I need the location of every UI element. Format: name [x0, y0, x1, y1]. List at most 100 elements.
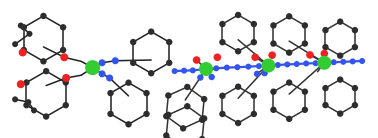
Circle shape [60, 53, 68, 61]
Circle shape [107, 90, 114, 96]
Circle shape [337, 52, 343, 59]
Circle shape [270, 40, 277, 47]
Circle shape [193, 56, 200, 64]
Circle shape [130, 39, 136, 45]
Circle shape [112, 57, 119, 64]
Circle shape [322, 102, 328, 108]
Circle shape [251, 111, 257, 117]
Circle shape [256, 63, 262, 69]
Circle shape [163, 113, 169, 119]
Circle shape [337, 110, 343, 117]
Circle shape [251, 21, 257, 27]
Circle shape [235, 120, 241, 126]
Circle shape [40, 13, 46, 19]
Circle shape [106, 75, 113, 81]
Circle shape [337, 76, 343, 83]
Circle shape [275, 62, 281, 68]
Circle shape [224, 65, 230, 71]
Circle shape [313, 60, 319, 66]
Circle shape [340, 59, 346, 65]
Circle shape [321, 60, 327, 66]
Circle shape [163, 132, 169, 138]
Circle shape [172, 68, 178, 74]
Circle shape [40, 58, 46, 65]
Circle shape [302, 40, 308, 47]
Circle shape [286, 79, 292, 86]
Circle shape [251, 53, 259, 61]
Circle shape [219, 111, 226, 117]
Circle shape [43, 68, 49, 74]
Circle shape [302, 22, 308, 29]
Circle shape [213, 65, 219, 71]
Circle shape [235, 12, 241, 18]
Circle shape [251, 93, 257, 99]
Circle shape [352, 44, 358, 50]
Circle shape [219, 93, 226, 99]
Circle shape [21, 24, 27, 30]
Circle shape [234, 64, 240, 70]
Circle shape [235, 83, 241, 90]
Circle shape [286, 49, 292, 56]
Circle shape [270, 88, 277, 95]
Circle shape [201, 115, 208, 122]
Circle shape [286, 116, 292, 122]
Circle shape [317, 56, 332, 70]
Circle shape [294, 61, 300, 67]
Circle shape [43, 113, 49, 120]
Circle shape [284, 61, 290, 67]
Circle shape [235, 48, 241, 55]
Circle shape [99, 70, 105, 77]
Circle shape [219, 21, 226, 27]
Circle shape [209, 74, 215, 80]
Circle shape [17, 80, 25, 88]
Circle shape [197, 74, 203, 81]
Circle shape [165, 112, 172, 118]
Circle shape [203, 66, 209, 72]
Circle shape [199, 62, 213, 76]
Circle shape [62, 102, 69, 108]
Circle shape [130, 60, 136, 66]
Circle shape [31, 107, 37, 113]
Circle shape [60, 24, 66, 30]
Circle shape [352, 27, 358, 33]
Circle shape [62, 74, 70, 82]
Circle shape [201, 96, 208, 102]
Circle shape [265, 63, 271, 69]
Circle shape [180, 125, 186, 132]
Circle shape [148, 70, 154, 76]
Circle shape [352, 102, 358, 108]
Circle shape [21, 47, 27, 53]
Circle shape [219, 39, 226, 45]
Circle shape [62, 79, 69, 86]
Circle shape [268, 51, 276, 59]
Circle shape [25, 99, 31, 105]
Circle shape [23, 79, 30, 86]
Circle shape [331, 59, 337, 65]
Circle shape [337, 18, 343, 25]
Circle shape [184, 84, 191, 90]
Circle shape [199, 117, 205, 123]
Circle shape [12, 41, 18, 47]
Circle shape [18, 22, 24, 29]
Circle shape [321, 50, 328, 57]
Circle shape [350, 58, 356, 64]
Circle shape [322, 44, 328, 50]
Circle shape [352, 85, 358, 91]
Circle shape [254, 71, 260, 77]
Circle shape [166, 39, 172, 45]
Circle shape [262, 70, 268, 76]
Circle shape [143, 111, 150, 117]
Circle shape [190, 67, 196, 73]
Circle shape [199, 136, 205, 138]
Circle shape [19, 48, 27, 56]
Circle shape [107, 111, 114, 117]
Circle shape [166, 60, 172, 66]
Circle shape [306, 51, 314, 59]
Circle shape [143, 90, 150, 96]
Circle shape [302, 88, 308, 95]
Circle shape [12, 96, 18, 102]
Circle shape [99, 59, 105, 66]
Circle shape [359, 58, 365, 64]
Circle shape [270, 107, 277, 113]
Circle shape [214, 53, 221, 61]
